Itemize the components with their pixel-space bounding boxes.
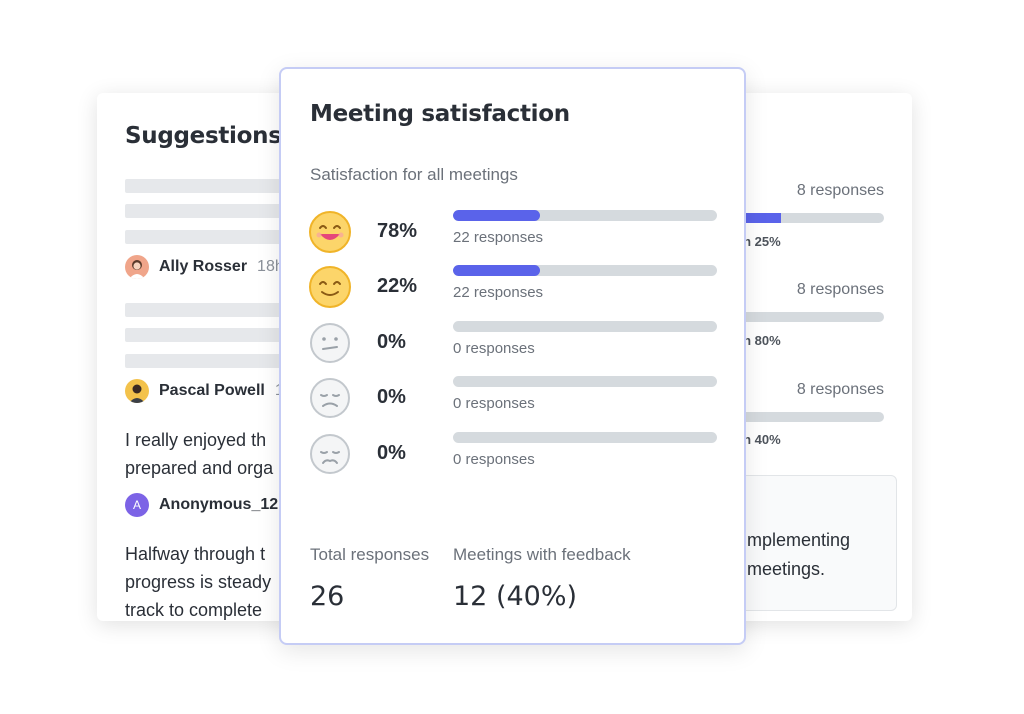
note-text: meetings. [747,559,826,579]
author-name: Pascal Powell [159,382,265,399]
satisfaction-bar [453,265,717,276]
response-count: 0 responses [453,451,535,468]
response-count: 22 responses [453,229,544,246]
satisfaction-percent: 0% [377,331,406,353]
skeleton-line [125,328,325,342]
skeleton-line [125,230,325,244]
comment-text: Halfway through t progress is steady tra… [125,540,375,621]
satisfaction-percent: 22% [377,275,418,297]
satisfaction-row: 22% 22 responses [308,265,718,309]
response-count: 0 responses [453,395,535,412]
response-count: 22 responses [453,284,544,301]
very-unhappy-face-icon [310,434,350,474]
happy-face-icon [309,266,351,308]
satisfaction-bar-fill [453,210,541,221]
satisfaction-row: 78% 22 responses [308,210,718,254]
satisfaction-row: 0% 0 responses [308,321,718,365]
meetings-feedback-value: 12 (40%) [453,581,578,612]
author-name: Ally Rosser [159,258,248,275]
mini-progress-bar [697,312,884,322]
comment-author: Ally Rosser 18h [125,255,284,279]
satisfaction-row: 0% 0 responses [308,376,718,420]
suggestions-title: Suggestions [125,123,282,149]
anonymous-avatar: A [125,493,149,517]
comment-line: I really enjoyed th [125,430,267,450]
note-text: mplementing [747,530,851,550]
satisfaction-percent: 78% [377,220,418,242]
meeting-satisfaction-card: Meeting satisfaction Satisfaction for al… [279,67,746,645]
card-title: Meeting satisfaction [310,101,570,127]
satisfaction-bar-fill [453,265,541,276]
neutral-face-icon [310,323,350,363]
comment-author: Pascal Powell 1 [125,379,284,403]
very-happy-face-icon [309,211,351,253]
unhappy-face-icon [310,378,350,418]
skeleton-line [125,354,325,368]
satisfaction-percent: 0% [377,386,406,408]
satisfaction-bar [453,210,717,221]
note-box [727,475,897,611]
avatar [125,379,149,403]
satisfaction-bar [453,321,717,332]
comment-time: 18h [257,258,284,275]
response-count: 0 responses [453,340,535,357]
comment-line: prepared and orga [125,458,274,478]
comment-text: I really enjoyed th prepared and orga [125,426,375,482]
comment-line: Halfway through t [125,544,266,564]
response-count: 8 responses [796,182,884,199]
meetings-feedback-label: Meetings with feedback [453,545,631,564]
satisfaction-row: 0% 0 responses [308,432,718,476]
satisfaction-bar [453,432,717,443]
comment-author: A Anonymous_12 [125,493,278,517]
satisfaction-percent: 0% [377,442,406,464]
author-name: Anonymous_12 [159,496,279,513]
satisfaction-bar [453,376,717,387]
response-count: 8 responses [796,381,884,398]
total-responses-label: Total responses [310,545,430,564]
skeleton-line [125,179,325,193]
mini-progress-bar [697,412,884,422]
avatar [125,255,149,279]
comment-line: track to complete [125,600,263,620]
skeleton-line [125,303,325,317]
total-responses-value: 26 [310,581,345,612]
card-subtitle: Satisfaction for all meetings [310,165,518,184]
response-count: 8 responses [796,281,884,298]
comment-line: progress is steady [125,572,272,592]
skeleton-line [125,204,325,218]
